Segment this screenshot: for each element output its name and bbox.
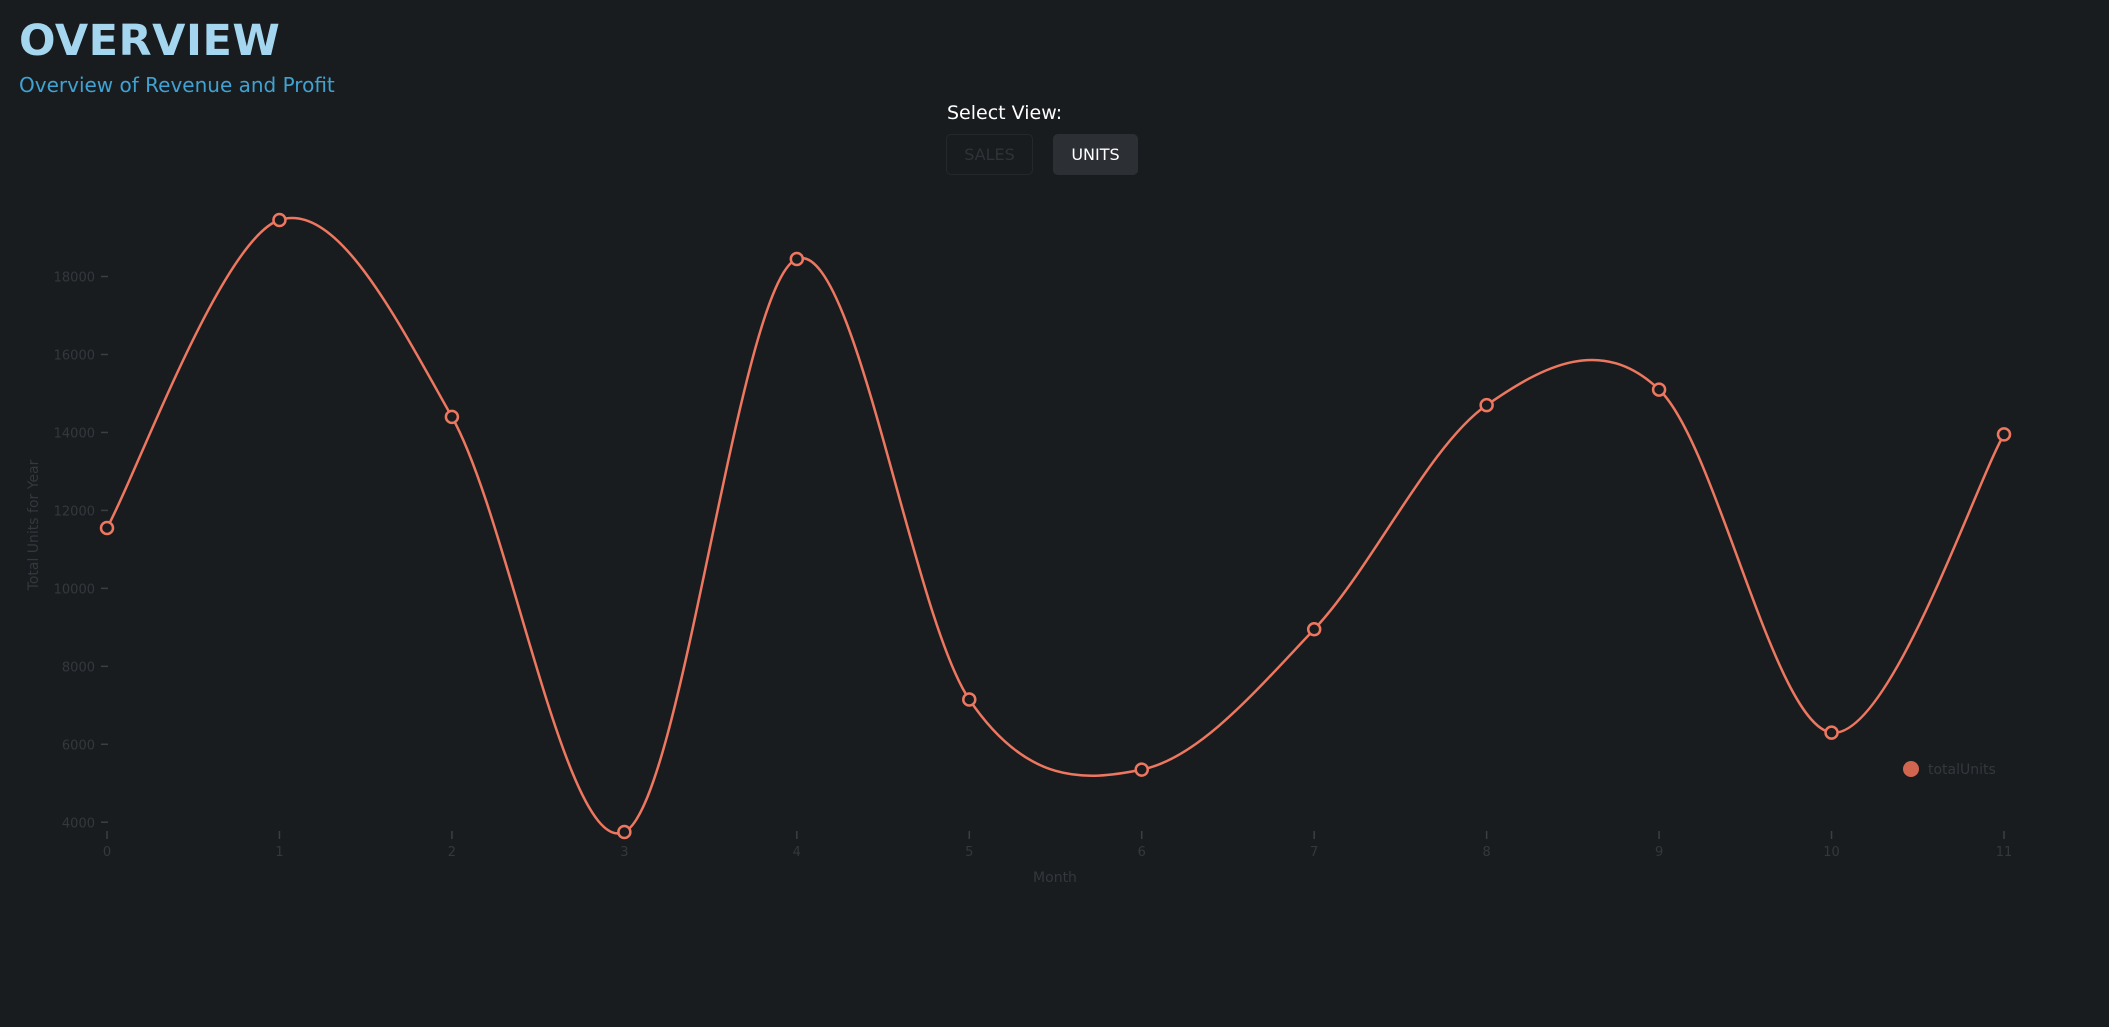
x-tick-label: 4 xyxy=(793,845,801,860)
page-subtitle: Overview of Revenue and Profit xyxy=(19,73,335,97)
chart-legend[interactable]: totalUnits xyxy=(1903,761,1996,778)
x-tick-label: 1 xyxy=(275,845,283,860)
data-point-month-3[interactable] xyxy=(617,824,632,840)
y-tick-label: 4000 xyxy=(62,816,95,831)
y-tick-label: 10000 xyxy=(54,582,95,597)
y-axis: 4000 6000 8000 10000 12000 14000 16000 18000 xyxy=(54,271,108,831)
data-point-month-9[interactable] xyxy=(1651,382,1667,397)
series-line-totalUnits xyxy=(105,216,2006,835)
units-view-button[interactable]: UNITS xyxy=(1053,134,1138,175)
sales-view-button[interactable]: SALES xyxy=(946,134,1033,175)
x-tick-label: 8 xyxy=(1482,845,1490,860)
x-axis-label: Month xyxy=(1033,870,1077,886)
data-point-month-5[interactable] xyxy=(962,692,977,707)
legend-label-totalUnits: totalUnits xyxy=(1928,762,1996,778)
x-tick-label: 5 xyxy=(965,845,973,860)
y-tick-label: 18000 xyxy=(54,271,95,286)
x-tick-label: 3 xyxy=(620,845,628,860)
data-point-month-4[interactable] xyxy=(789,251,805,267)
select-view-label: Select View: xyxy=(947,102,1063,124)
data-point-month-0[interactable] xyxy=(99,520,115,536)
x-tick-label: 10 xyxy=(1823,845,1840,860)
y-axis-label: Total Units for Year xyxy=(26,459,42,591)
y-tick-label: 16000 xyxy=(54,348,95,363)
data-point-month-7[interactable] xyxy=(1306,622,1322,637)
y-tick-label: 8000 xyxy=(62,660,95,675)
series-layer xyxy=(99,212,2012,840)
x-tick-label: 0 xyxy=(103,845,111,860)
data-point-month-11[interactable] xyxy=(1996,427,2012,442)
data-point-month-8[interactable] xyxy=(1479,397,1494,413)
data-point-month-1[interactable] xyxy=(272,212,287,228)
x-tick-label: 7 xyxy=(1310,845,1318,860)
data-point-month-10[interactable] xyxy=(1824,725,1839,740)
y-tick-label: 14000 xyxy=(54,426,95,441)
y-tick-label: 12000 xyxy=(54,504,95,519)
data-point-month-6[interactable] xyxy=(1134,762,1149,777)
x-tick-label: 11 xyxy=(1996,845,2013,860)
x-tick-label: 6 xyxy=(1138,845,1146,860)
page-title: OVERVIEW xyxy=(19,16,281,66)
x-tick-label: 2 xyxy=(448,845,456,860)
y-tick-label: 6000 xyxy=(62,738,95,753)
x-tick-label: 9 xyxy=(1655,845,1663,860)
data-point-month-2[interactable] xyxy=(444,409,460,425)
x-axis: 0 1 2 3 4 5 6 7 8 9 10 11 xyxy=(103,831,2012,860)
legend-dot-totalUnits xyxy=(1903,761,1919,777)
